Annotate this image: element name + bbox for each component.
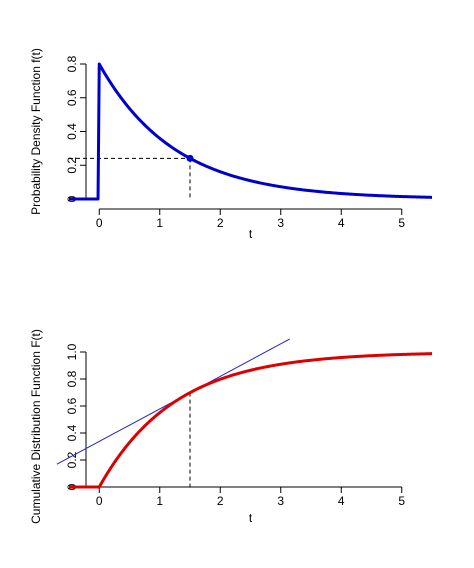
y-axis-title: Cumulative Distribution Function F(t) (29, 329, 43, 524)
y-tick-label: 0.8 (65, 55, 79, 72)
y-tick-label: 0.2 (65, 451, 79, 468)
x-tick-label: 3 (277, 494, 284, 508)
x-tick-label: 0 (96, 494, 103, 508)
y-tick-label: 0.6 (65, 89, 79, 106)
y-tick-label: 0.2 (65, 157, 79, 174)
y-tick-label: 0.6 (65, 397, 79, 414)
x-tick-label: 1 (156, 494, 163, 508)
x-tick-label: 2 (217, 216, 224, 230)
x-tick-label: 4 (338, 216, 345, 230)
y-axis-title: Probability Density Function f(t) (29, 48, 43, 215)
pdf-curve (68, 62, 433, 201)
x-tick-label: 5 (398, 216, 405, 230)
y-tick-label: 1.0 (65, 343, 79, 360)
y-tick-label: 0.4 (65, 424, 79, 441)
cdf-curve (68, 352, 433, 489)
x-tick-label: 3 (277, 216, 284, 230)
x-tick-label: 5 (398, 494, 405, 508)
x-tick-label: 2 (217, 494, 224, 508)
x-axis-title: t (249, 511, 253, 525)
x-tick-label: 1 (156, 216, 163, 230)
x-tick-label: 0 (96, 216, 103, 230)
x-axis-title: t (249, 227, 253, 241)
x-tick-label: 4 (338, 494, 345, 508)
marked-point (186, 154, 194, 162)
y-tick-label: 0.4 (65, 123, 79, 140)
y-tick-label: 0.8 (65, 370, 79, 387)
